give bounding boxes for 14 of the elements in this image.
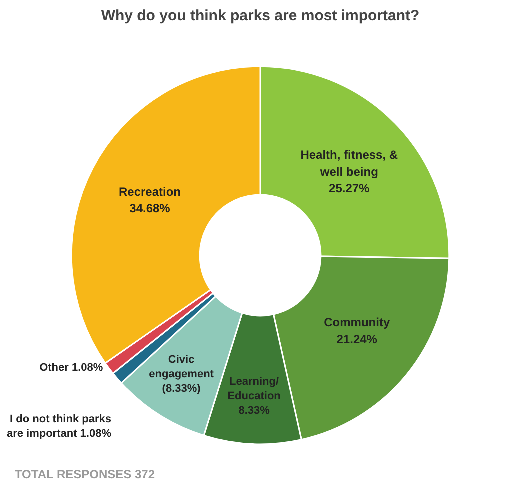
slice-label: Recreation xyxy=(118,184,182,199)
data-label: 25.27% xyxy=(329,182,370,196)
data-label: (8.33%) xyxy=(162,382,202,395)
text: TOTAL RESPONSES 372 xyxy=(14,467,156,482)
data-label: 21.24% xyxy=(336,332,378,346)
slice-label: Health, fitness, & well being xyxy=(300,148,398,179)
data-label: 34.68% xyxy=(130,202,171,216)
slice-label: Civic engagement xyxy=(149,354,214,381)
slice-label: Learning/Education xyxy=(228,376,282,402)
chart-title: Why do you think parks are most important? xyxy=(101,8,420,24)
slice-label: Community xyxy=(324,315,390,330)
slice-label: I do not think parks are important 1.08% xyxy=(6,414,112,440)
data-label: 8.33% xyxy=(238,404,270,417)
slice-label: Other 1.08% xyxy=(40,362,104,374)
